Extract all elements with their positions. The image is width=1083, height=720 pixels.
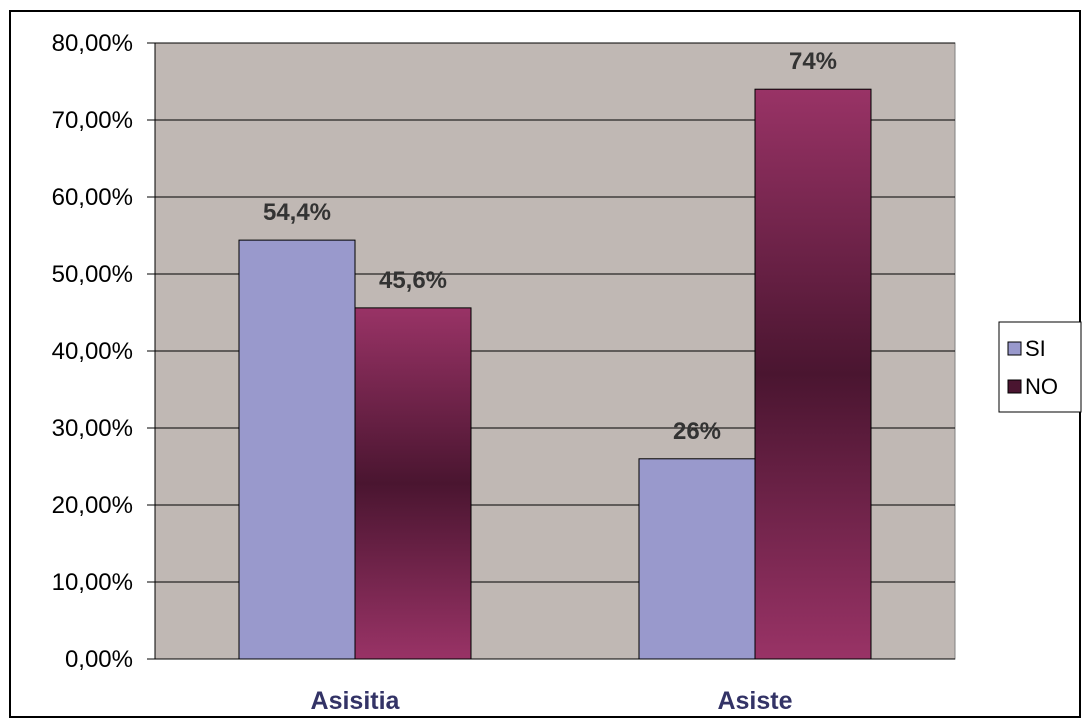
bar-si-asiste — [638, 458, 756, 660]
y-tick-label: 50,00% — [52, 261, 133, 288]
legend-swatch-si — [1007, 341, 1022, 356]
y-tick-label: 10,00% — [52, 569, 133, 596]
bar-si-asisitia — [238, 239, 356, 660]
legend — [998, 321, 1082, 413]
data-label: 45,6% — [379, 267, 447, 294]
legend-swatch-no — [1007, 379, 1022, 394]
category-label: Asiste — [717, 687, 792, 715]
y-tick-label: 20,00% — [52, 492, 133, 519]
category-label: Asisitia — [311, 687, 401, 715]
bar-no-asiste — [754, 88, 872, 660]
bar-no-asisitia — [354, 307, 472, 660]
data-label: 54,4% — [263, 199, 331, 226]
y-tick-label: 80,00% — [52, 30, 133, 57]
data-label: 74% — [789, 48, 837, 75]
y-tick-label: 40,00% — [52, 338, 133, 365]
y-tick-label: 0,00% — [65, 646, 133, 673]
legend-label-si: SI — [1025, 336, 1046, 361]
data-label: 26% — [673, 418, 721, 445]
y-tick-label: 70,00% — [52, 107, 133, 134]
y-tick-label: 30,00% — [52, 415, 133, 442]
y-tick-label: 60,00% — [52, 184, 133, 211]
legend-label-no: NO — [1025, 374, 1058, 399]
